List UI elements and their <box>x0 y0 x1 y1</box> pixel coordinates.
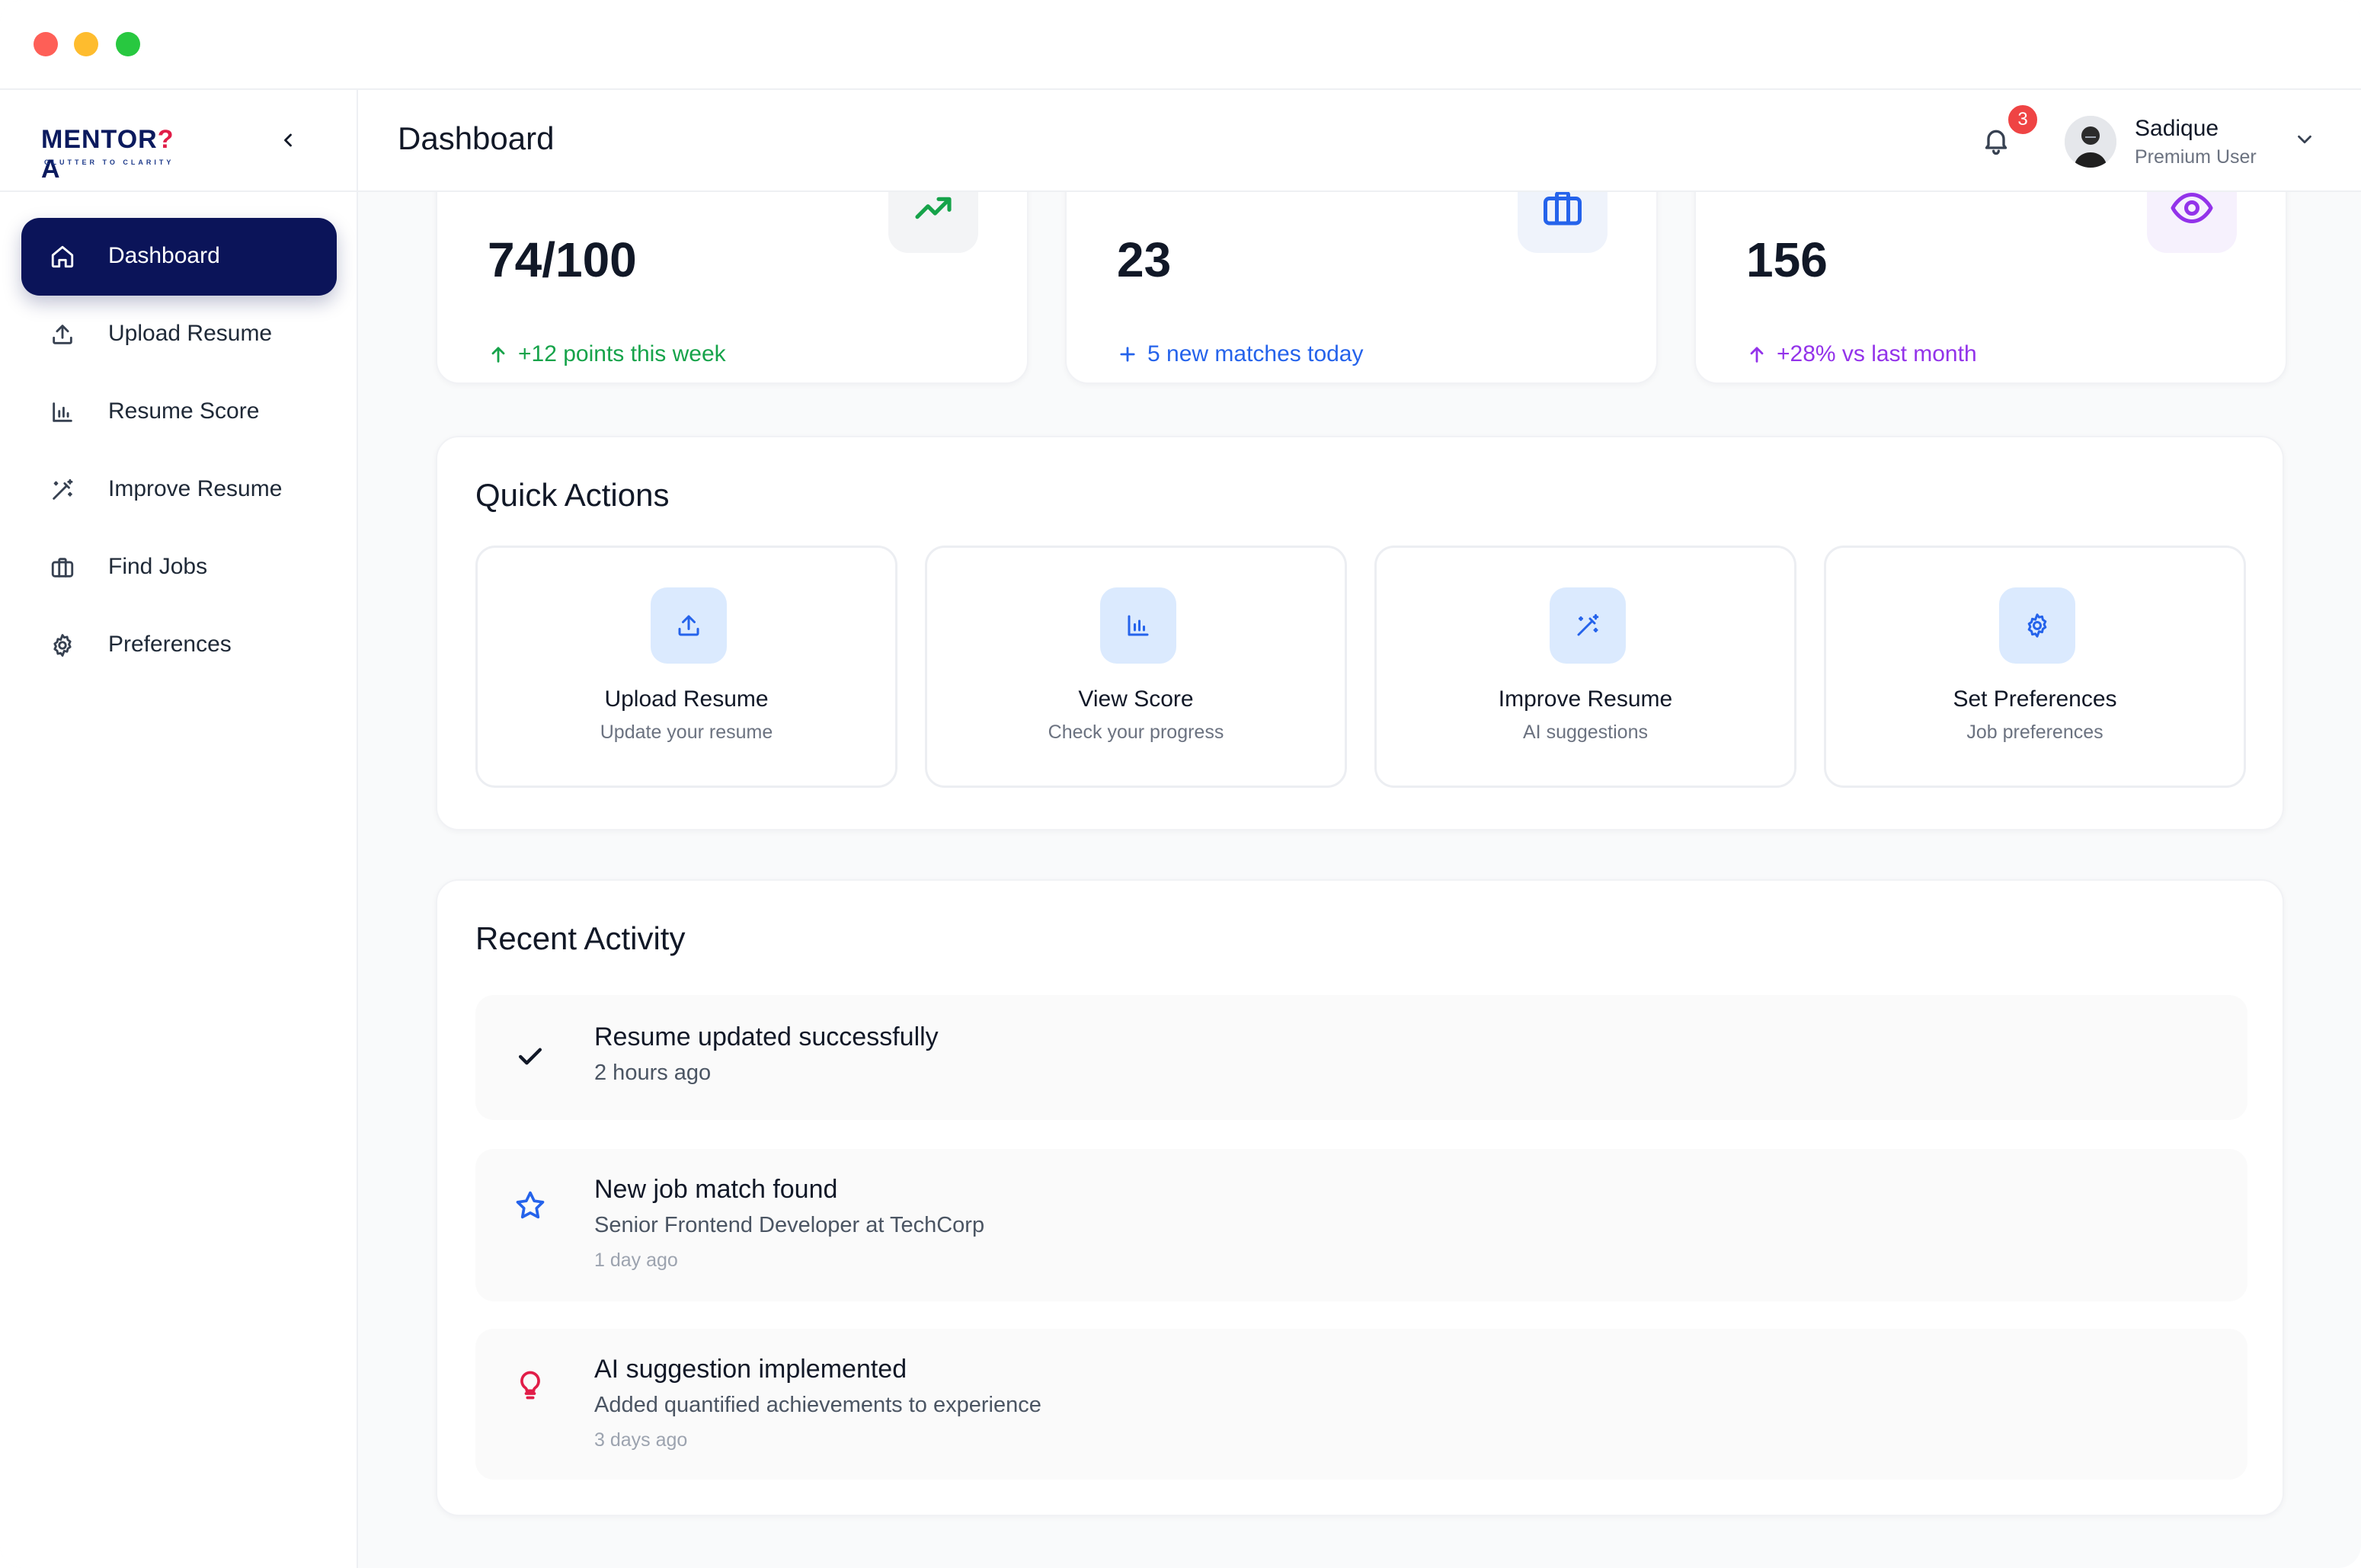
lightbulb-icon <box>520 1371 540 1400</box>
quick-action-title: Upload Resume <box>604 686 769 712</box>
stat-trend-text: +12 points this week <box>518 341 726 366</box>
page-title: Dashboard <box>398 120 555 156</box>
avatar[interactable] <box>2065 116 2116 168</box>
window-maximize-button[interactable] <box>116 32 140 56</box>
window-minimize-button[interactable] <box>74 32 98 56</box>
recent-activity-panel: Recent Activity Resume updated successfu… <box>436 879 2284 1516</box>
notifications-button[interactable] <box>1981 125 2014 158</box>
sidebar-item-label: Find Jobs <box>108 554 208 579</box>
check-icon <box>518 1048 542 1065</box>
stat-trend: 5 new matches today <box>1117 341 1364 367</box>
recent-activity-title: Recent Activity <box>475 920 686 956</box>
quick-action-title: Improve Resume <box>1498 686 1673 712</box>
stat-card-profile-views: 156 +28% vs last month <box>1694 192 2287 384</box>
activity-subtitle: Senior Frontend Developer at TechCorp <box>594 1213 985 1237</box>
sidebar-item-improve-resume[interactable]: Improve Resume <box>21 451 337 529</box>
activity-subtitle: 2 hours ago <box>594 1061 712 1085</box>
sidebar-nav: Dashboard Upload Resume Resume Score Imp… <box>21 218 337 684</box>
activity-item-ai-suggestion[interactable]: AI suggestion implemented Added quantifi… <box>475 1329 2247 1480</box>
activity-time: 3 days ago <box>594 1429 688 1451</box>
upload-icon <box>49 321 76 348</box>
user-role: Premium User <box>2135 146 2257 168</box>
main-content: 74/100 +12 points this week 23 5 new mat… <box>358 192 2361 1568</box>
quick-actions-title: Quick Actions <box>475 477 670 513</box>
stat-trend-text: 5 new matches today <box>1147 341 1364 366</box>
logo-tagline: CLUTTER TO CLARITY <box>44 158 174 166</box>
quick-action-view-score[interactable]: View Score Check your progress <box>925 546 1347 788</box>
briefcase-icon <box>1518 192 1608 253</box>
arrow-up-icon <box>1750 347 1764 363</box>
sidebar-item-label: Resume Score <box>108 398 260 424</box>
arrow-up-icon <box>491 347 505 363</box>
plus-icon <box>1120 347 1135 362</box>
bell-icon <box>1985 130 2007 155</box>
sidebar-item-label: Preferences <box>108 632 232 657</box>
sidebar: MENTOR?A CLUTTER TO CLARITY Dashboard Up… <box>0 90 358 1568</box>
quick-action-subtitle: Job preferences <box>1966 722 2103 743</box>
sidebar-item-upload-resume[interactable]: Upload Resume <box>21 296 337 373</box>
trending-up-icon <box>888 192 978 253</box>
activity-item-job-match[interactable]: New job match found Senior Frontend Deve… <box>475 1149 2247 1301</box>
sidebar-item-resume-score[interactable]: Resume Score <box>21 373 337 451</box>
stat-value: 23 <box>1117 232 1172 287</box>
home-icon <box>49 243 76 270</box>
brand-logo[interactable]: MENTOR?A CLUTTER TO CLARITY <box>41 113 186 184</box>
stat-value: 156 <box>1746 232 1828 287</box>
stat-value: 74/100 <box>488 232 637 287</box>
activity-title: Resume updated successfully <box>594 1022 939 1051</box>
stat-card-resume-score: 74/100 +12 points this week <box>436 192 1029 384</box>
quick-action-set-preferences[interactable]: Set Preferences Job preferences <box>1824 546 2246 788</box>
activity-title: New job match found <box>594 1175 838 1204</box>
quick-action-subtitle: Update your resume <box>600 722 773 743</box>
magic-wand-icon <box>49 476 76 504</box>
window-close-button[interactable] <box>34 32 58 56</box>
eye-icon <box>2147 192 2237 253</box>
star-icon <box>516 1191 545 1219</box>
sidebar-item-find-jobs[interactable]: Find Jobs <box>21 529 337 606</box>
sidebar-item-label: Improve Resume <box>108 476 283 501</box>
stat-trend: +28% vs last month <box>1746 341 1977 367</box>
quick-action-subtitle: Check your progress <box>1048 722 1224 743</box>
quick-action-improve-resume[interactable]: Improve Resume AI suggestions <box>1374 546 1796 788</box>
sidebar-item-dashboard[interactable]: Dashboard <box>21 218 337 296</box>
activity-item-resume-updated[interactable]: Resume updated successfully 2 hours ago <box>475 995 2247 1120</box>
bar-chart-icon <box>1100 587 1176 664</box>
notification-badge: 3 <box>2005 102 2040 137</box>
user-menu-button[interactable] <box>2293 128 2321 155</box>
sidebar-brand: MENTOR?A CLUTTER TO CLARITY <box>0 90 357 192</box>
gear-icon <box>49 632 76 659</box>
gear-icon <box>1999 587 2075 664</box>
user-name[interactable]: Sadique <box>2135 116 2219 141</box>
activity-title: AI suggestion implemented <box>594 1355 907 1384</box>
magic-wand-icon <box>1550 587 1626 664</box>
window-titlebar <box>0 0 2361 90</box>
quick-action-subtitle: AI suggestions <box>1523 722 1648 743</box>
quick-actions-panel: Quick Actions Upload Resume Update your … <box>436 436 2284 830</box>
upload-icon <box>651 587 727 664</box>
top-header: Dashboard 3 Sadique Premium User <box>358 90 2361 192</box>
quick-action-upload-resume[interactable]: Upload Resume Update your resume <box>475 546 897 788</box>
sidebar-item-preferences[interactable]: Preferences <box>21 606 337 684</box>
bar-chart-icon <box>49 398 76 426</box>
activity-time: 1 day ago <box>594 1250 678 1271</box>
chevron-down-icon <box>2298 135 2311 144</box>
logo-wordmark: MENTOR?A <box>41 125 174 184</box>
chevron-left-icon <box>284 133 292 147</box>
briefcase-icon <box>49 554 76 581</box>
activity-subtitle: Added quantified achievements to experie… <box>594 1393 1041 1417</box>
sidebar-item-label: Upload Resume <box>108 321 273 346</box>
sidebar-item-label: Dashboard <box>108 243 220 268</box>
quick-action-title: Set Preferences <box>1953 686 2117 712</box>
stat-card-job-matches: 23 5 new matches today <box>1065 192 1658 384</box>
quick-action-title: View Score <box>1078 686 1194 712</box>
stat-trend: +12 points this week <box>488 341 726 367</box>
stat-trend-text: +28% vs last month <box>1777 341 1977 366</box>
sidebar-collapse-button[interactable] <box>271 123 305 157</box>
